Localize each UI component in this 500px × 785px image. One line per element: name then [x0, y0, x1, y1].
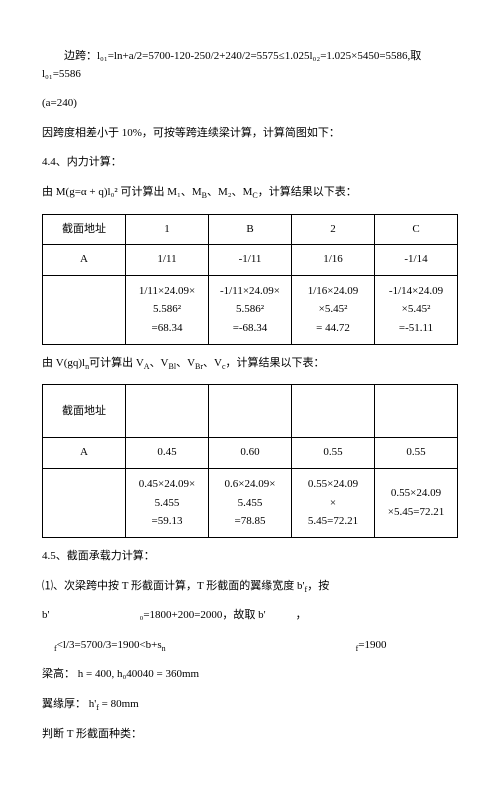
- t1-h1: 1: [126, 214, 209, 245]
- t1-r2c0: [43, 275, 126, 344]
- heading-4-4: 4.4、内力计算：: [42, 154, 458, 172]
- table-shear: 截面地址 A 0.45 0.60 0.55 0.55 0.45×24.09×5.…: [42, 384, 458, 538]
- t1-h4: C: [375, 214, 458, 245]
- table-moment: 截面地址 1 B 2 C A 1/11 -1/11 1/16 -1/14 1/1…: [42, 214, 458, 345]
- line-9: b'₀=1800+200=2000，故取 b'，: [42, 607, 458, 625]
- t2-r2c3: 0.55×24.09×5.45=72.21: [292, 469, 375, 538]
- heading-4-5: 4.5、截面承载力计算：: [42, 548, 458, 566]
- t1-h3: 2: [292, 214, 375, 245]
- line-11: 梁高： h = 400, h₀40040 = 360mm: [42, 666, 458, 684]
- t1-r2c2: -1/11×24.09×5.586²=-68.34: [209, 275, 292, 344]
- line-3: 因跨度相差小于 10%，可按等跨连续梁计算，计算简图如下：: [42, 125, 458, 143]
- t1-r2c1: 1/11×24.09×5.586²=68.34: [126, 275, 209, 344]
- line-1: 边跨：l₀₁=ln+a/2=5700-120-250/2+240/2=5575≤…: [42, 48, 458, 83]
- line-6: 由 V(gq)ln可计算出 VA、VBl、VBr、Vc，计算结果以下表：: [42, 355, 458, 373]
- t2-h0: 截面地址: [43, 385, 126, 438]
- t1-r2c4: -1/14×24.09×5.45²=-51.11: [375, 275, 458, 344]
- line-13: 判断 T 形截面种类：: [42, 726, 458, 744]
- t2-r2c4: 0.55×24.09×5.45=72.21: [375, 469, 458, 538]
- t1-h2: B: [209, 214, 292, 245]
- t2-r2c1: 0.45×24.09×5.455=59.13: [126, 469, 209, 538]
- t2-r2c2: 0.6×24.09×5.455=78.85: [209, 469, 292, 538]
- t1-r1c4: -1/14: [375, 245, 458, 276]
- t1-h0: 截面地址: [43, 214, 126, 245]
- t1-r1c0: A: [43, 245, 126, 276]
- t1-r2c3: 1/16×24.09×5.45²= 44.72: [292, 275, 375, 344]
- t1-r1c3: 1/16: [292, 245, 375, 276]
- t2-r1c1: 0.45: [126, 438, 209, 469]
- line-10: f<l/3=5700/3=1900<b+snf=1900: [42, 637, 458, 655]
- line-12: 翼缘厚： h'f = 80mm: [42, 696, 458, 714]
- t2-r2c0: [43, 469, 126, 538]
- line-5: 由 M(g=α + q)l₀² 可计算出 M₁、MB、M₂、MC，计算结果以下表…: [42, 184, 458, 202]
- t2-r1c0: A: [43, 438, 126, 469]
- line-2: (a=240): [42, 95, 458, 113]
- t2-r1c4: 0.55: [375, 438, 458, 469]
- t1-r1c2: -1/11: [209, 245, 292, 276]
- t1-r1c1: 1/11: [126, 245, 209, 276]
- t2-r1c2: 0.60: [209, 438, 292, 469]
- t2-r1c3: 0.55: [292, 438, 375, 469]
- line-8: ⑴、次梁跨中按 T 形截面计算，T 形截面的翼缘宽度 b'f，按: [42, 578, 458, 596]
